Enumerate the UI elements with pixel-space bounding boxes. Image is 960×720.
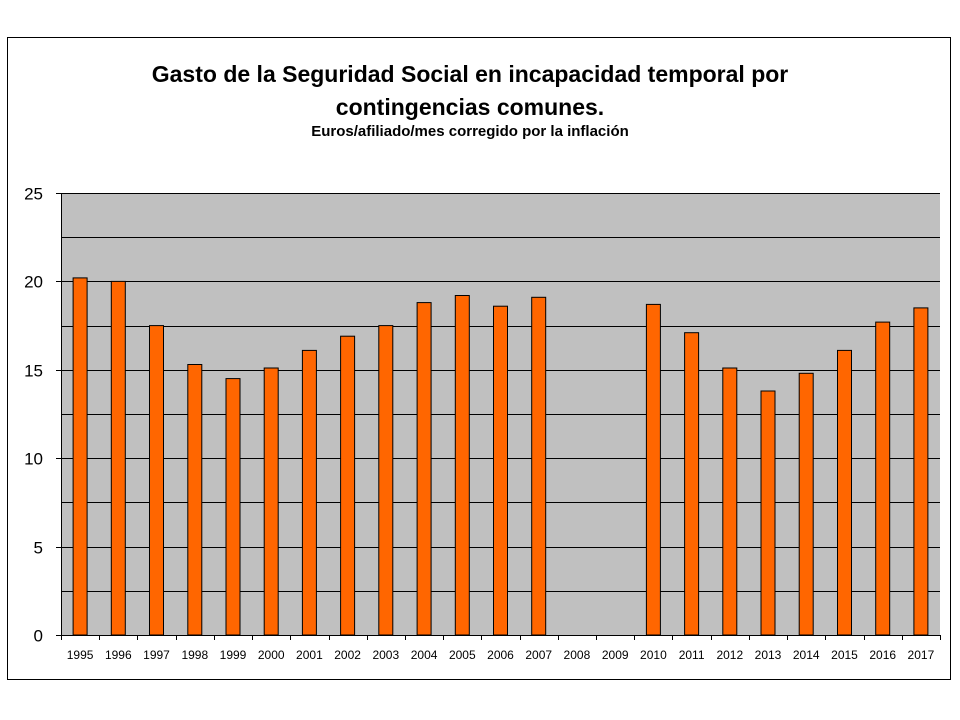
x-tick-label-2010: 2010 — [640, 648, 667, 662]
x-tick-label-2006: 2006 — [487, 648, 514, 662]
bar-2014 — [798, 372, 814, 636]
bar-1999 — [225, 378, 241, 636]
x-tick-label-2012: 2012 — [716, 648, 743, 662]
chart-title-line-1: Gasto de la Seguridad Social en incapaci… — [151, 61, 789, 87]
y-tick-label: 20 — [24, 273, 43, 292]
bar-1996 — [110, 280, 126, 636]
bar-2007 — [531, 296, 547, 636]
bar-1995 — [72, 277, 88, 636]
x-tick-label-1996: 1996 — [105, 648, 132, 662]
x-tick-label-1995: 1995 — [67, 648, 94, 662]
y-tick-label: 25 — [24, 185, 43, 204]
bar-2010 — [645, 303, 661, 636]
x-tick-label-2007: 2007 — [525, 648, 552, 662]
bar-2000 — [263, 367, 279, 636]
bar-layer — [72, 277, 929, 636]
bar-2002 — [340, 335, 356, 636]
x-tick-label-1998: 1998 — [181, 648, 208, 662]
x-tick-label-2014: 2014 — [793, 648, 820, 662]
x-tick-label-2015: 2015 — [831, 648, 858, 662]
x-tick-label-2003: 2003 — [372, 648, 399, 662]
y-tick-label: 0 — [34, 627, 43, 646]
y-tick-label: 15 — [24, 362, 43, 381]
y-tick-label: 10 — [24, 450, 43, 469]
x-tick-label-2011: 2011 — [679, 648, 705, 662]
bar-2005 — [454, 295, 470, 636]
bar-2011 — [684, 332, 700, 636]
chart-subtitle: Euros/afiliado/mes corregido por la infl… — [311, 123, 629, 140]
bar-2013 — [760, 390, 776, 636]
bar-2004 — [416, 302, 432, 636]
x-tick-label-2009: 2009 — [602, 648, 629, 662]
x-tick-label-2013: 2013 — [755, 648, 782, 662]
x-tick-label-1999: 1999 — [220, 648, 247, 662]
x-tick-label-2016: 2016 — [869, 648, 896, 662]
label-layer: 0 5 10 15 20 25 1995 1996 1997 1998 1999 2000 2001 20… — [24, 185, 934, 663]
bar-1998 — [187, 364, 203, 636]
x-tick-label-2002: 2002 — [334, 648, 361, 662]
x-tick-label-2017: 2017 — [908, 648, 935, 662]
x-tick-label-2000: 2000 — [258, 648, 285, 662]
y-tick-label: 5 — [34, 539, 43, 558]
chart-title-line-2: contingencias comunes. — [335, 94, 605, 120]
x-tick-label-2001: 2001 — [296, 648, 323, 662]
bar-2016 — [875, 321, 891, 636]
bar-2003 — [378, 325, 394, 636]
bar-2001 — [301, 349, 317, 636]
axis-layer — [56, 193, 941, 640]
x-tick-label-2004: 2004 — [411, 648, 438, 662]
bar-2017 — [913, 307, 929, 636]
bar-1997 — [149, 325, 164, 636]
bar-2012 — [722, 367, 738, 636]
bar-2006 — [493, 305, 508, 636]
x-tick-label-2005: 2005 — [449, 648, 476, 662]
x-tick-label-1997: 1997 — [143, 648, 170, 662]
chart-title: Gasto de la Seguridad Social en incapaci… — [0, 58, 940, 124]
bar-2015 — [837, 349, 852, 636]
x-tick-label-2008: 2008 — [564, 648, 591, 662]
